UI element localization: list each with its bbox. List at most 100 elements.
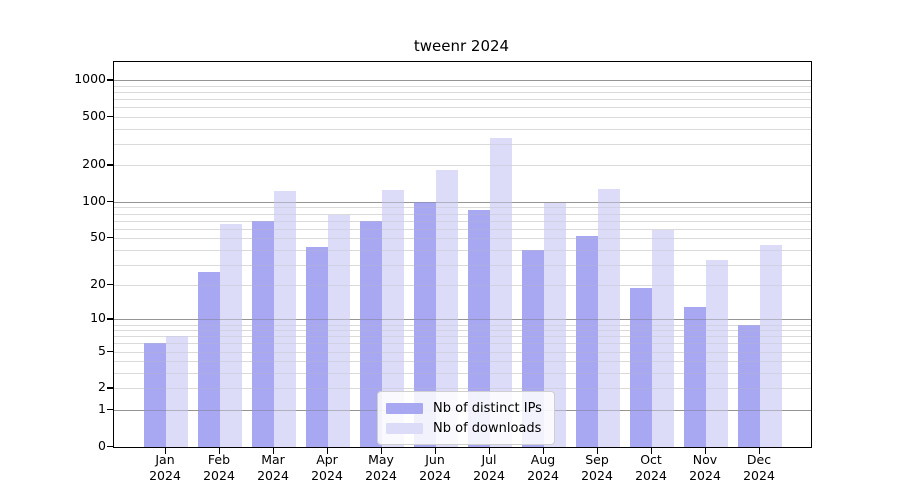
x-tick-label-nov: Nov 2024	[689, 452, 721, 483]
minor-gridline-90	[114, 207, 811, 209]
x-tick-mark-nov	[705, 447, 707, 454]
y-tick-mark-2	[106, 387, 113, 389]
y-tick-label-1: 1	[98, 400, 106, 416]
bar-downloads-mar	[274, 190, 296, 447]
bar-downloads-jan	[166, 336, 188, 447]
minor-gridline-8	[114, 330, 811, 331]
bar-downloads-may	[382, 190, 404, 447]
y-tick-mark-50	[106, 237, 113, 239]
legend-swatch-downloads	[386, 422, 423, 434]
x-tick-mark-jan	[165, 447, 167, 454]
minor-gridline-600	[114, 107, 811, 109]
x-tick-mark-mar	[273, 447, 275, 454]
minor-gridline-500	[114, 117, 811, 118]
x-tick-mark-may	[381, 447, 383, 454]
bar-ips-nov	[684, 306, 706, 447]
minor-gridline-5	[114, 351, 811, 353]
major-gridline-10	[114, 319, 811, 321]
minor-gridline-2	[114, 388, 811, 390]
y-tick-label-500: 500	[82, 108, 106, 123]
x-tick-label-dec: Dec 2024	[743, 452, 775, 483]
minor-gridline-20	[114, 285, 811, 287]
y-tick-label-100: 100	[82, 192, 106, 208]
minor-gridline-700	[114, 99, 811, 101]
gridlines-overlay-layer	[114, 62, 811, 447]
y-tick-mark-10	[106, 318, 113, 320]
y-tick-label-1000: 1000	[74, 71, 106, 87]
x-tick-label-feb: Feb 2024	[203, 452, 235, 483]
minor-gridline-400	[114, 128, 811, 130]
minor-gridline-6	[114, 343, 811, 345]
major-gridline-100	[114, 201, 811, 203]
bar-ips-may	[360, 220, 382, 447]
minor-gridline-800	[114, 92, 811, 94]
y-tick-label-50: 50	[90, 229, 106, 245]
x-tick-label-may: May 2024	[365, 452, 397, 483]
legend-swatch-distinct-ips	[386, 402, 423, 414]
x-tick-mark-oct	[651, 447, 653, 454]
x-tick-label-jun: Jun 2024	[419, 452, 451, 483]
minor-gridline-6	[114, 343, 811, 345]
bar-ips-mar	[252, 221, 274, 447]
x-tick-label-apr: Apr 2024	[311, 452, 343, 483]
bar-ips-oct	[630, 287, 652, 447]
minor-gridline-600	[114, 107, 811, 109]
plot-area: Nb of distinct IPs Nb of downloads	[113, 61, 812, 448]
major-gridline-10	[114, 319, 811, 321]
bar-ips-dec	[738, 324, 760, 447]
bar-downloads-apr	[328, 214, 350, 447]
legend: Nb of distinct IPs Nb of downloads	[377, 391, 555, 445]
x-tick-mark-apr	[327, 447, 329, 454]
y-tick-label-200: 200	[82, 156, 106, 172]
major-gridline-1000	[114, 80, 811, 82]
y-tick-mark-500	[106, 116, 113, 118]
y-tick-label-0: 0	[98, 437, 106, 453]
bar-ips-sep	[576, 236, 598, 447]
minor-gridline-4	[114, 361, 811, 363]
minor-gridline-7	[114, 336, 811, 338]
minor-gridline-4	[114, 361, 811, 363]
chart-title: tweenr 2024	[413, 37, 510, 55]
minor-gridline-40	[114, 249, 811, 251]
y-tick-mark-1000	[106, 79, 113, 81]
minor-gridline-200	[114, 165, 811, 167]
minor-gridline-900	[114, 85, 811, 87]
bars-layer	[114, 62, 811, 447]
x-tick-label-sep: Sep 2024	[581, 452, 613, 483]
minor-gridline-50	[114, 238, 811, 240]
minor-gridline-30	[114, 264, 811, 266]
minor-gridline-70	[114, 220, 811, 222]
y-tick-mark-100	[106, 200, 113, 203]
y-tick-mark-5	[106, 350, 113, 352]
bar-downloads-oct	[652, 230, 674, 447]
legend-item-downloads: Nb of downloads	[386, 418, 542, 438]
minor-gridline-80	[114, 213, 811, 215]
x-tick-label-aug: Aug 2024	[527, 452, 559, 483]
x-tick-mark-aug	[543, 447, 545, 454]
bar-ips-jul	[468, 209, 490, 447]
y-tick-label-5: 5	[98, 342, 106, 358]
bar-ips-apr	[306, 247, 328, 447]
bar-ips-jan	[144, 343, 166, 447]
minor-gridline-5	[114, 351, 811, 353]
minor-gridline-2	[114, 388, 811, 390]
minor-gridline-300	[114, 144, 811, 145]
minor-gridline-90	[114, 207, 811, 209]
minor-gridline-7	[114, 336, 811, 338]
minor-gridline-30	[114, 264, 811, 266]
minor-gridline-60	[114, 228, 811, 230]
minor-gridline-700	[114, 99, 811, 101]
y-tick-label-2: 2	[98, 379, 106, 395]
minor-gridline-400	[114, 128, 811, 130]
minor-gridline-60	[114, 228, 811, 230]
minor-gridline-900	[114, 85, 811, 87]
minor-gridline-200	[114, 165, 811, 167]
x-tick-label-jul: Jul 2024	[473, 452, 505, 483]
legend-label-downloads: Nb of downloads	[433, 420, 542, 436]
minor-gridline-20	[114, 285, 811, 287]
major-gridline-1000	[114, 80, 811, 82]
bar-downloads-sep	[598, 188, 620, 447]
bar-downloads-aug	[544, 203, 566, 447]
y-tick-label-20: 20	[90, 276, 106, 292]
x-tick-label-jan: Jan 2024	[149, 452, 181, 483]
